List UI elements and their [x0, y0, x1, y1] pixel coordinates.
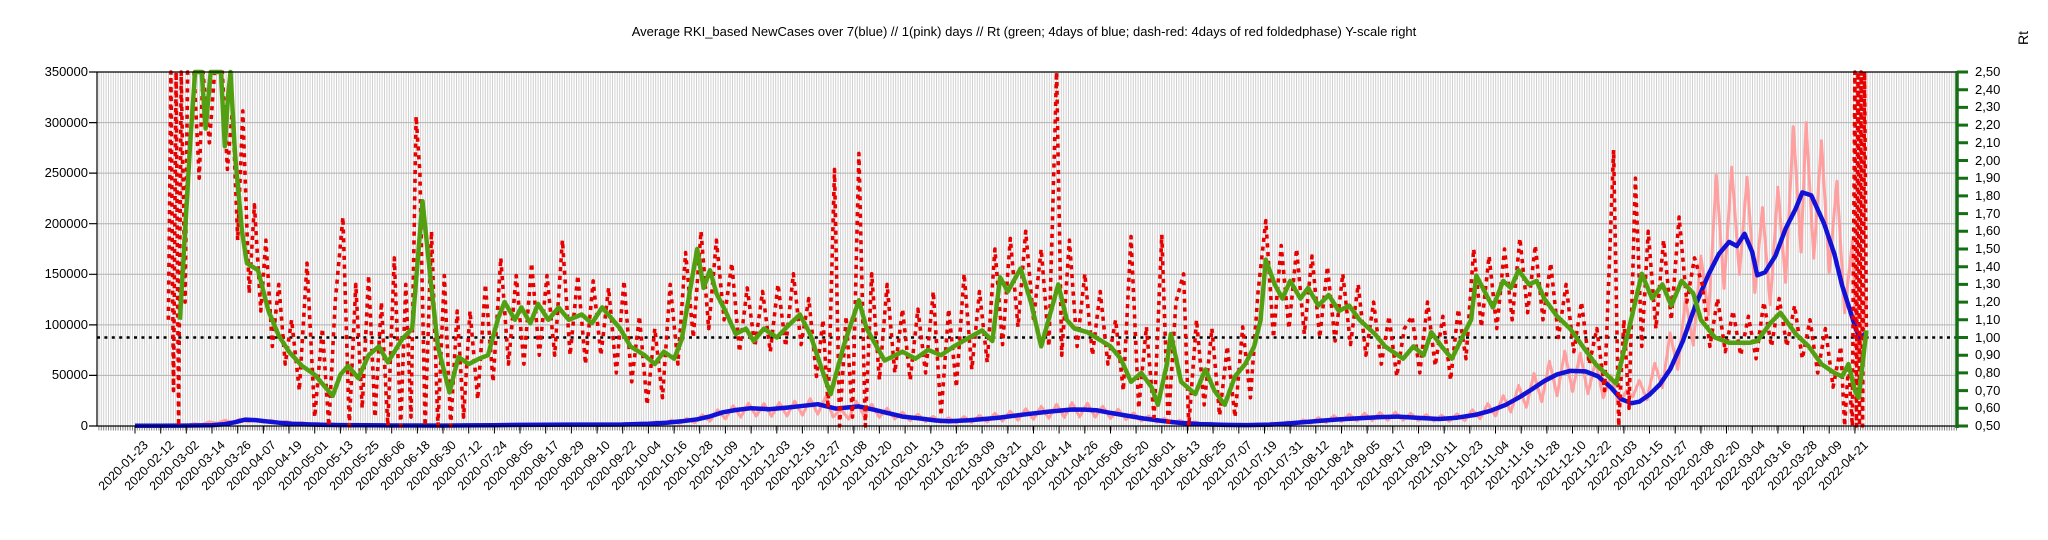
y-left-tick-label: 350000 — [44, 64, 88, 79]
y-right-tick-label: 0,50 — [1975, 418, 2001, 433]
right-axis-title: Rt — [2015, 31, 2031, 45]
y-right-tick-label: 0,80 — [1975, 364, 2001, 380]
y-right-tick-label: 2,50 — [1975, 64, 2001, 79]
y-left-tick-label: 200000 — [44, 215, 88, 231]
y-right-tick-label: 1,70 — [1975, 205, 2001, 221]
plot-grid-horizontal — [97, 122, 1957, 376]
y-right-tick-label: 1,80 — [1975, 187, 2001, 203]
y-right-tick-label: 1,60 — [1975, 223, 2001, 239]
series-green — [177, 69, 1869, 408]
y-right-tick-label: 2,30 — [1975, 99, 2001, 115]
y-right-tick-label: 2,40 — [1975, 81, 2001, 97]
y-left-tick-label: 50000 — [51, 367, 88, 383]
y-right-tick-label: 1,00 — [1975, 329, 2001, 345]
x-axis-day-ticks — [97, 426, 1957, 431]
y-left-tick-label: 0 — [80, 418, 88, 433]
right-axis-ticks — [1957, 70, 1968, 428]
y-left-tick-label: 150000 — [44, 266, 88, 282]
y-right-tick-label: 2,00 — [1975, 152, 2001, 168]
y-right-tick-label: 1,40 — [1975, 258, 2001, 274]
y-right-tick-label: 0,70 — [1975, 382, 2001, 398]
chart-title: Average RKI_based NewCases over 7(blue) … — [631, 24, 1417, 39]
y-left-tick-label: 100000 — [44, 316, 88, 332]
y-right-tick-label: 2,10 — [1975, 134, 2001, 150]
left-axis-ticks — [89, 71, 97, 427]
y-right-tick-label: 0,90 — [1975, 347, 2001, 363]
y-right-tick-label: 1,10 — [1975, 311, 2001, 327]
y-right-tick-label: 2,20 — [1975, 117, 2001, 133]
y-left-tick-label: 250000 — [44, 165, 88, 181]
y-right-tick-label: 1,50 — [1975, 241, 2001, 256]
series-blue — [135, 190, 1868, 429]
y-left-tick-label: 300000 — [44, 114, 88, 130]
y-right-tick-label: 1,90 — [1975, 170, 2001, 186]
y-right-tick-label: 1,30 — [1975, 276, 2001, 292]
x-axis-label-ticks — [134, 426, 1856, 434]
y-right-tick-label: 0,60 — [1975, 400, 2001, 416]
y-right-tick-label: 1,20 — [1975, 294, 2001, 310]
